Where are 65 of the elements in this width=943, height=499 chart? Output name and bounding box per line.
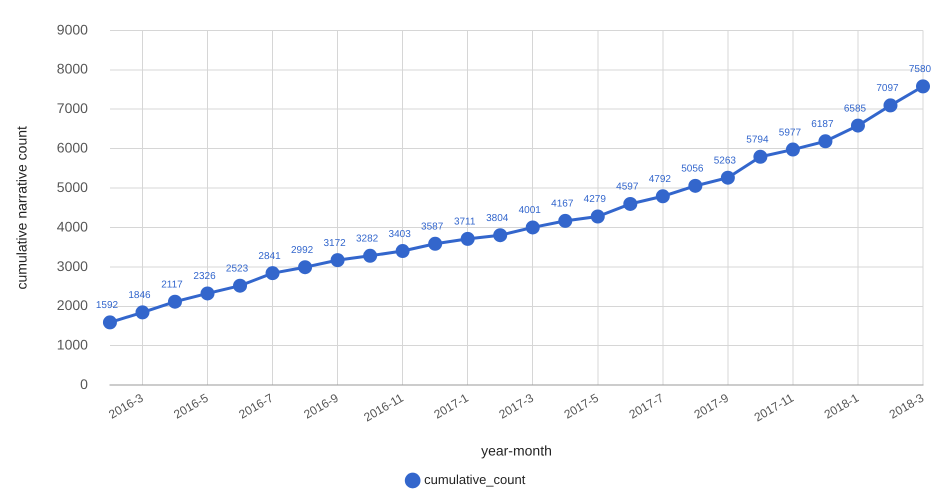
y-tick-label: 2000 xyxy=(56,297,88,314)
data-label: 2326 xyxy=(193,271,216,282)
point xyxy=(558,214,572,228)
point xyxy=(786,142,800,157)
point xyxy=(883,98,898,112)
y-tick-label: 4000 xyxy=(56,218,88,234)
data-label: 3403 xyxy=(388,228,412,240)
y-tick-label: 3000 xyxy=(56,258,88,274)
point xyxy=(102,315,117,330)
point xyxy=(656,189,670,204)
data-label: 6187 xyxy=(811,119,834,130)
y-tick-label: 1000 xyxy=(56,336,88,353)
y-tick-label: 7000 xyxy=(56,100,88,116)
point xyxy=(460,232,475,246)
data-label: 2523 xyxy=(226,263,249,274)
data-label: 5977 xyxy=(778,127,802,138)
data-label: 4279 xyxy=(584,194,606,206)
data-label: 5794 xyxy=(746,134,769,146)
point xyxy=(493,228,508,242)
y-tick-label: 6000 xyxy=(56,140,88,156)
point xyxy=(330,253,345,268)
point xyxy=(298,260,312,274)
y-tick-label: 8000 xyxy=(56,60,88,77)
point xyxy=(526,220,540,234)
data-label: 6585 xyxy=(844,103,867,114)
data-label: 2841 xyxy=(258,250,282,262)
data-label: 3282 xyxy=(356,234,379,245)
point xyxy=(590,209,605,224)
data-label: 7580 xyxy=(908,64,932,76)
data-label: 4001 xyxy=(518,205,542,216)
legend-label: cumulative_count xyxy=(424,472,526,488)
data-label: 4792 xyxy=(648,174,672,186)
data-label: 1846 xyxy=(128,290,152,302)
point xyxy=(200,286,215,300)
point xyxy=(266,266,280,280)
data-label: 3587 xyxy=(421,222,444,233)
y-tick-label: 0 xyxy=(80,376,88,392)
data-label: 5263 xyxy=(714,155,736,166)
point xyxy=(233,278,248,293)
point xyxy=(688,178,702,193)
point xyxy=(720,170,735,185)
point xyxy=(396,244,410,258)
data-label: 3804 xyxy=(486,212,509,224)
data-label: 1592 xyxy=(96,300,119,312)
y-tick-label: 9000 xyxy=(56,21,88,38)
point xyxy=(753,150,768,164)
data-label: 7097 xyxy=(876,83,900,94)
data-label: 3172 xyxy=(323,238,346,249)
data-label: 4597 xyxy=(616,182,639,193)
data-label: 2992 xyxy=(290,244,314,256)
y-axis-title: cumulative narrative count xyxy=(13,126,30,290)
x-axis-title: year-month xyxy=(481,442,552,458)
y-tick-label: 5000 xyxy=(56,178,88,195)
point xyxy=(818,134,832,148)
data-label: 4167 xyxy=(551,198,574,210)
point xyxy=(428,236,442,251)
point xyxy=(363,248,378,263)
point xyxy=(850,118,865,133)
point xyxy=(135,305,150,320)
point xyxy=(623,196,638,211)
point xyxy=(168,294,182,309)
data-label: 3711 xyxy=(454,216,476,228)
point xyxy=(916,79,930,94)
data-label: 5056 xyxy=(681,164,704,175)
data-label: 2117 xyxy=(161,279,184,290)
